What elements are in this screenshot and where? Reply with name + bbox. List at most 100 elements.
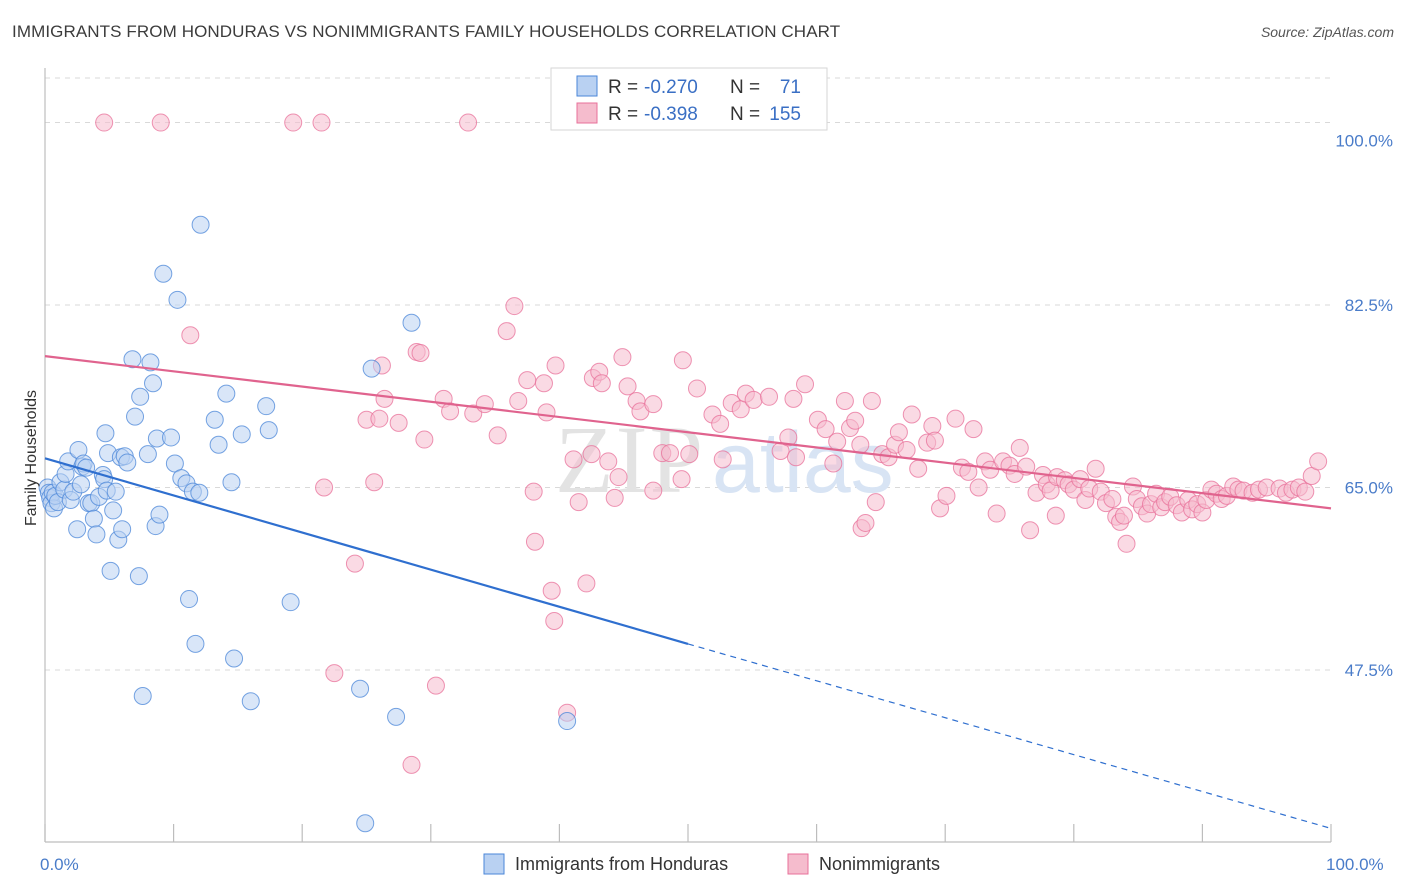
y-tick-label: 65.0% [1345,478,1393,497]
legend-r-value-1: -0.270 [644,77,698,98]
honduras-point [222,473,241,492]
honduras-point [209,435,228,454]
bottom-legend: Immigrants from Honduras Nonimmigrants [483,853,940,875]
nonimmigrant-point [824,454,843,473]
honduras-point [191,215,210,234]
nonimmigrant-point [1103,489,1122,508]
nonimmigrant-point [365,473,384,492]
gridlines [45,77,1331,671]
nonimmigrant-point [618,377,637,396]
honduras-point [144,374,163,393]
nonimmigrant-point [902,405,921,424]
nonimmigrant-point [680,445,699,464]
nonimmigrant-point [1086,459,1105,478]
nonimmigrant-point [987,504,1006,523]
nonimmigrant-point [946,409,965,428]
nonimmigrant-point [784,389,803,408]
nonimmigrants-points [95,113,1328,774]
y-tick-label: 47.5% [1345,661,1393,680]
y-axis-label: Family Households [23,390,40,526]
nonimmigrant-point [518,371,537,390]
honduras-point [232,425,251,444]
nonimmigrant-point [605,488,624,507]
honduras-point [113,520,132,539]
nonimmigrant-point [713,450,732,469]
honduras-point [118,453,137,472]
honduras-point [101,561,120,580]
nonimmigrant-point [1296,482,1315,501]
axes [44,68,1332,843]
honduras-point [123,350,142,369]
nonimmigrant-point [415,430,434,449]
nonimmigrant-point [505,297,524,316]
nonimmigrant-point [426,676,445,695]
nonimmigrant-point [459,113,478,132]
nonimmigrant-point [497,322,516,341]
honduras-point [72,475,91,494]
legend-r-label-2: R = [608,104,638,125]
honduras-point [281,593,300,612]
nonimmigrant-point [828,432,847,451]
nonimmigrant-point [711,414,730,433]
honduras-point [356,814,375,833]
nonimmigrant-point [835,391,854,410]
nonimmigrant-point [441,402,460,421]
nonimmigrant-point [673,351,692,370]
nonimmigrant-point [475,395,494,414]
nonimmigrant-point [1114,506,1133,525]
legend-n-label-1: N = [730,77,760,98]
honduras-point [558,712,577,731]
nonimmigrant-point [546,356,565,375]
nonimmigrant-point [534,374,553,393]
bottom-legend-swatch-blue [483,853,505,875]
nonimmigrant-point [909,459,928,478]
honduras-point [96,424,115,443]
nonimmigrant-point [688,379,707,398]
honduras-point [131,387,150,406]
nonimmigrant-point [846,411,865,430]
honduras-point [225,649,244,668]
nonimmigrant-point [787,448,806,467]
nonimmigrant-point [613,348,632,367]
honduras-point [190,483,209,502]
honduras-point [104,501,123,520]
legend-n-value-2: 155 [769,104,801,125]
honduras-point [162,428,181,447]
nonimmigrant-point [959,462,978,481]
legend-swatch-blue [576,75,598,97]
legend-r-label-1: R = [608,77,638,98]
honduras-point [387,707,406,726]
nonimmigrant-point [644,395,663,414]
legend-n-value-1: 71 [780,77,801,98]
nonimmigrant-point [660,444,679,463]
nonimmigrant-point [609,468,628,487]
honduras-point [402,313,421,332]
nonimmigrant-point [599,452,618,471]
nonimmigrant-point [488,426,507,445]
bottom-legend-label-blue: Immigrants from Honduras [515,854,728,874]
honduras-points [38,215,577,833]
nonimmigrant-point [370,409,389,428]
x-tick-max: 100.0% [1326,855,1384,874]
nonimmigrant-point [744,390,763,409]
nonimmigrant-point [856,513,875,532]
nonimmigrant-point [509,391,528,410]
nonimmigrant-point [181,326,200,345]
nonimmigrant-point [672,470,691,489]
nonimmigrant-point [1021,521,1040,540]
honduras-point [106,482,125,501]
honduras-point [68,520,87,539]
nonimmigrant-point [796,375,815,394]
nonimmigrant-point [851,435,870,454]
nonimmigrant-point [537,403,556,422]
honduras-point [241,692,260,711]
legend-n-label-2: N = [730,104,760,125]
nonimmigrant-point [411,343,430,362]
honduras-point [133,687,152,706]
chart-title: IMMIGRANTS FROM HONDURAS VS NONIMMIGRANT… [12,22,841,41]
nonimmigrant-point [564,450,583,469]
nonimmigrant-point [402,755,421,774]
nonimmigrant-point [542,581,561,600]
nonimmigrant-point [1309,452,1328,471]
